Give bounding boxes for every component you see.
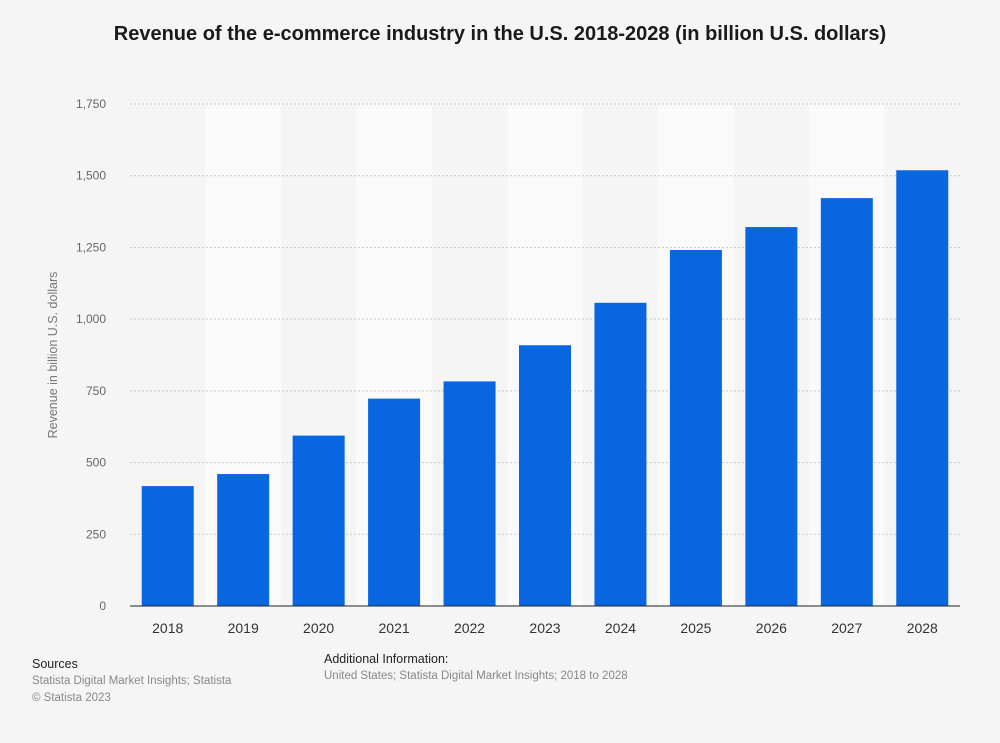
x-tick-labels: 2018 2019 2020 2021 2022 2023 2024 2025 2026 2027… xyxy=(152,620,938,636)
y-tick-label: 0 xyxy=(99,599,106,613)
x-tick-label: 2021 xyxy=(379,620,410,636)
x-tick-label: 2027 xyxy=(831,620,862,636)
bar-2019[interactable] xyxy=(217,474,270,606)
y-tick-label: 1,250 xyxy=(76,240,106,254)
y-tick-label: 250 xyxy=(86,527,106,541)
bar-2025[interactable] xyxy=(669,250,722,606)
sources-line[interactable]: Statista Digital Market Insights; Statis… xyxy=(32,675,232,687)
bars xyxy=(141,170,949,607)
bar-2027[interactable] xyxy=(820,198,873,606)
y-tick-label: 1,000 xyxy=(76,312,106,326)
x-tick-label: 2020 xyxy=(303,620,334,636)
y-tick-label: 750 xyxy=(86,384,106,398)
bar-2024[interactable] xyxy=(594,302,647,606)
x-tick-label: 2024 xyxy=(605,620,636,636)
bar-2021[interactable] xyxy=(368,398,421,606)
bar-2026[interactable] xyxy=(745,227,798,607)
bar-2023[interactable] xyxy=(519,345,571,606)
x-tick-label: 2018 xyxy=(152,620,183,636)
bar-2028[interactable] xyxy=(896,170,949,606)
additional-info-heading: Additional Information: xyxy=(324,652,449,666)
y-tick-label: 500 xyxy=(86,456,106,470)
bar-2022[interactable] xyxy=(443,381,496,606)
y-tick-labels: 0 250 500 750 1,000 1,250 1,500 1,750 xyxy=(76,97,106,613)
bar-2020[interactable] xyxy=(292,435,345,606)
x-tick-label: 2026 xyxy=(756,620,787,636)
x-tick-label: 2023 xyxy=(529,620,560,636)
x-tick-label: 2025 xyxy=(680,620,711,636)
additional-info-line: United States; Statista Digital Market I… xyxy=(324,670,628,682)
x-tick-label: 2019 xyxy=(228,620,259,636)
y-axis-title: Revenue in billion U.S. dollars xyxy=(46,272,60,439)
bar-2018[interactable] xyxy=(141,486,194,606)
chart-title: Revenue of the e-commerce industry in th… xyxy=(113,23,887,45)
x-tick-label: 2022 xyxy=(454,620,485,636)
y-tick-label: 1,750 xyxy=(76,97,106,111)
y-tick-label: 1,500 xyxy=(76,169,106,183)
sources-heading: Sources xyxy=(32,657,78,671)
copyright: © Statista 2023 xyxy=(32,692,111,704)
x-tick-label: 2028 xyxy=(907,620,938,636)
sources-block: Sources Statista Digital Market Insights… xyxy=(32,656,231,707)
additional-info-block: Additional Information: United States; S… xyxy=(324,651,628,685)
